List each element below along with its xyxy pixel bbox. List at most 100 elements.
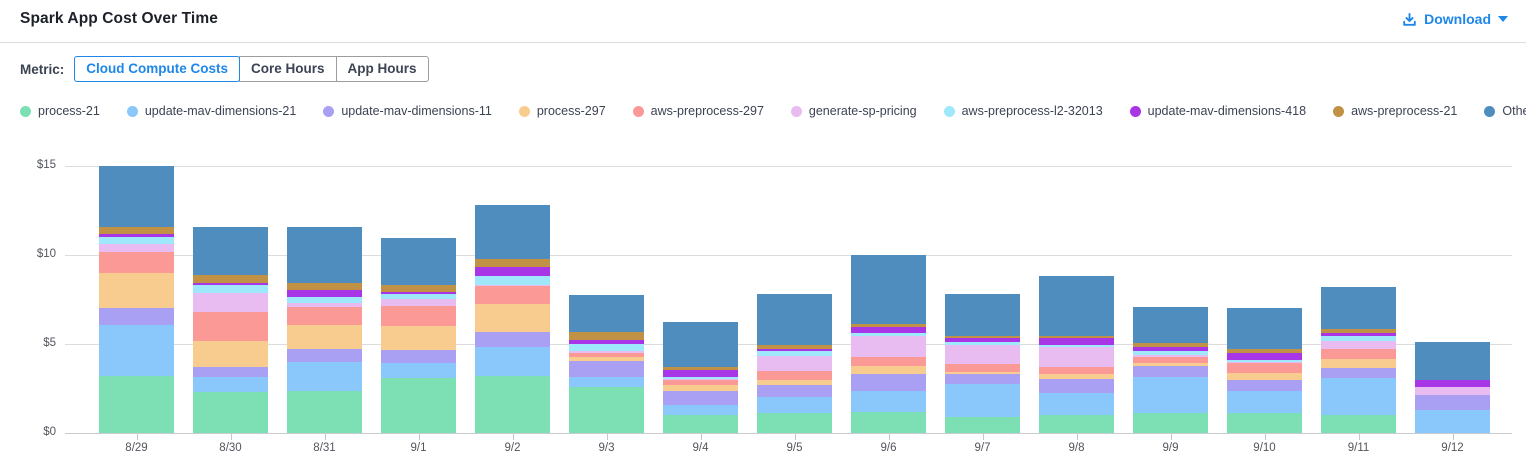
bar-segment-aws-preprocess-l2-32013-9-1[interactable] xyxy=(381,293,456,299)
bar-segment-generate-sp-pricing-9-12[interactable] xyxy=(1415,387,1490,396)
legend-item-generate-sp-pricing[interactable]: generate-sp-pricing xyxy=(790,104,917,118)
bar-segment-update-mav-dimensions-11-9-5[interactable] xyxy=(757,384,832,397)
bar-segment-aws-preprocess-297-9-1[interactable] xyxy=(381,305,456,326)
bar-segment-update-mav-dimensions-418-8-30[interactable] xyxy=(193,282,268,286)
bar-segment-aws-preprocess-297-8-29[interactable] xyxy=(99,252,174,274)
bar-segment-aws-preprocess-21-9-2[interactable] xyxy=(475,259,550,268)
bar-segment-process-297-9-8[interactable] xyxy=(1039,374,1114,380)
bar-segment-aws-preprocess-21-9-1[interactable] xyxy=(381,285,456,292)
bar-segment-other-9-1[interactable] xyxy=(381,237,456,286)
legend-item-other[interactable]: Other xyxy=(1484,104,1526,118)
bar-segment-aws-preprocess-297-9-11[interactable] xyxy=(1321,349,1396,360)
legend-item-process-297[interactable]: process-297 xyxy=(518,104,606,118)
bar-segment-aws-preprocess-21-9-8[interactable] xyxy=(1039,335,1114,339)
bar-segment-generate-sp-pricing-8-29[interactable] xyxy=(99,243,174,253)
bar-segment-aws-preprocess-297-9-6[interactable] xyxy=(851,357,926,367)
bar-segment-aws-preprocess-297-9-7[interactable] xyxy=(945,363,1020,372)
bar-segment-update-mav-dimensions-11-9-8[interactable] xyxy=(1039,379,1114,394)
bar-segment-generate-sp-pricing-9-8[interactable] xyxy=(1039,347,1114,367)
legend-item-update-mav-dimensions-21[interactable]: update-mav-dimensions-21 xyxy=(126,104,296,118)
bar-segment-other-8-30[interactable] xyxy=(193,226,268,275)
bar-segment-aws-preprocess-l2-32013-8-29[interactable] xyxy=(99,236,174,244)
bar-segment-process-21-9-1[interactable] xyxy=(381,378,456,433)
bar-segment-update-mav-dimensions-418-9-12[interactable] xyxy=(1415,379,1490,388)
bar-segment-aws-preprocess-21-9-11[interactable] xyxy=(1321,329,1396,334)
bar-segment-aws-preprocess-297-9-5[interactable] xyxy=(757,370,832,380)
bar-segment-aws-preprocess-21-9-5[interactable] xyxy=(757,345,832,349)
bar-segment-generate-sp-pricing-9-11[interactable] xyxy=(1321,340,1396,350)
bar-segment-process-297-8-30[interactable] xyxy=(193,340,268,367)
bar-segment-update-mav-dimensions-21-9-10[interactable] xyxy=(1227,390,1302,413)
bar-segment-aws-preprocess-21-8-29[interactable] xyxy=(99,227,174,235)
bar-segment-update-mav-dimensions-21-8-29[interactable] xyxy=(99,324,174,377)
bar-segment-other-9-5[interactable] xyxy=(757,294,832,346)
bar-segment-aws-preprocess-297-9-8[interactable] xyxy=(1039,366,1114,375)
bar-segment-update-mav-dimensions-418-9-1[interactable] xyxy=(381,291,456,294)
bar-segment-update-mav-dimensions-418-8-29[interactable] xyxy=(99,234,174,237)
bar-segment-update-mav-dimensions-11-9-7[interactable] xyxy=(945,374,1020,385)
bar-segment-aws-preprocess-297-8-30[interactable] xyxy=(193,312,268,341)
bar-segment-aws-preprocess-l2-32013-9-9[interactable] xyxy=(1133,350,1208,356)
bar-segment-process-21-9-5[interactable] xyxy=(757,412,832,433)
bar-segment-aws-preprocess-l2-32013-9-8[interactable] xyxy=(1039,345,1114,348)
bar-segment-update-mav-dimensions-11-8-31[interactable] xyxy=(287,348,362,363)
bar-segment-generate-sp-pricing-9-4[interactable] xyxy=(663,378,738,380)
bar-segment-process-21-9-10[interactable] xyxy=(1227,412,1302,433)
bar-segment-update-mav-dimensions-11-9-12[interactable] xyxy=(1415,395,1490,411)
bar-segment-update-mav-dimensions-418-9-2[interactable] xyxy=(475,267,550,276)
bar-segment-process-21-9-4[interactable] xyxy=(663,415,738,433)
bar-segment-update-mav-dimensions-418-9-11[interactable] xyxy=(1321,333,1396,336)
bar-segment-other-9-8[interactable] xyxy=(1039,276,1114,336)
bar-segment-generate-sp-pricing-8-31[interactable] xyxy=(287,302,362,307)
bar-segment-aws-preprocess-l2-32013-9-6[interactable] xyxy=(851,333,926,337)
bar-segment-generate-sp-pricing-9-1[interactable] xyxy=(381,298,456,306)
bar-segment-update-mav-dimensions-418-9-3[interactable] xyxy=(569,339,644,344)
bar-segment-update-mav-dimensions-21-9-5[interactable] xyxy=(757,396,832,413)
bar-segment-update-mav-dimensions-11-8-30[interactable] xyxy=(193,366,268,377)
bar-segment-process-297-9-9[interactable] xyxy=(1133,362,1208,367)
bar-segment-update-mav-dimensions-21-9-3[interactable] xyxy=(569,376,644,388)
bar-segment-generate-sp-pricing-9-9[interactable] xyxy=(1133,355,1208,357)
bar-segment-aws-preprocess-297-9-4[interactable] xyxy=(663,379,738,385)
legend-item-aws-preprocess-21[interactable]: aws-preprocess-21 xyxy=(1333,104,1457,118)
bar-segment-other-9-2[interactable] xyxy=(475,205,550,260)
bar-segment-other-9-4[interactable] xyxy=(663,321,738,368)
bar-segment-update-mav-dimensions-11-9-9[interactable] xyxy=(1133,366,1208,377)
bar-segment-update-mav-dimensions-21-9-7[interactable] xyxy=(945,384,1020,417)
bar-segment-generate-sp-pricing-9-7[interactable] xyxy=(945,345,1020,364)
bar-segment-update-mav-dimensions-418-9-7[interactable] xyxy=(945,338,1020,342)
bar-segment-process-21-9-6[interactable] xyxy=(851,411,926,433)
bar-segment-process-297-9-1[interactable] xyxy=(381,326,456,351)
legend-item-update-mav-dimensions-11[interactable]: update-mav-dimensions-11 xyxy=(323,104,492,118)
bar-segment-other-8-31[interactable] xyxy=(287,227,362,283)
bar-segment-update-mav-dimensions-11-9-4[interactable] xyxy=(663,390,738,406)
metric-tab-app-hours[interactable]: App Hours xyxy=(335,56,429,82)
bar-segment-process-297-8-29[interactable] xyxy=(99,273,174,309)
bar-segment-generate-sp-pricing-8-30[interactable] xyxy=(193,293,268,313)
bar-segment-other-9-12[interactable] xyxy=(1415,342,1490,380)
bar-segment-update-mav-dimensions-21-8-30[interactable] xyxy=(193,376,268,393)
bar-segment-update-mav-dimensions-418-8-31[interactable] xyxy=(287,289,362,297)
bar-segment-aws-preprocess-l2-32013-9-7[interactable] xyxy=(945,341,1020,346)
bar-segment-update-mav-dimensions-21-8-31[interactable] xyxy=(287,362,362,391)
bar-segment-generate-sp-pricing-9-6[interactable] xyxy=(851,336,926,358)
bar-segment-aws-preprocess-297-9-10[interactable] xyxy=(1227,363,1302,373)
bar-segment-aws-preprocess-l2-32013-8-31[interactable] xyxy=(287,296,362,303)
bar-segment-update-mav-dimensions-21-9-2[interactable] xyxy=(475,347,550,377)
bar-segment-aws-preprocess-l2-32013-9-3[interactable] xyxy=(569,343,644,352)
bar-segment-aws-preprocess-l2-32013-9-2[interactable] xyxy=(475,275,550,286)
bar-segment-process-21-9-7[interactable] xyxy=(945,416,1020,433)
legend-item-aws-preprocess-297[interactable]: aws-preprocess-297 xyxy=(632,104,764,118)
bar-segment-update-mav-dimensions-11-9-10[interactable] xyxy=(1227,379,1302,391)
bar-segment-process-21-8-30[interactable] xyxy=(193,392,268,433)
bar-segment-process-21-9-2[interactable] xyxy=(475,376,550,433)
bar-segment-aws-preprocess-21-9-3[interactable] xyxy=(569,331,644,340)
bar-segment-aws-preprocess-l2-32013-9-5[interactable] xyxy=(757,351,832,357)
bar-segment-other-9-3[interactable] xyxy=(569,294,644,332)
bar-segment-aws-preprocess-21-8-30[interactable] xyxy=(193,274,268,283)
bar-segment-aws-preprocess-297-9-9[interactable] xyxy=(1133,356,1208,363)
legend-item-aws-preprocess-l2-32013[interactable]: aws-preprocess-l2-32013 xyxy=(943,104,1103,118)
bar-segment-other-9-11[interactable] xyxy=(1321,286,1396,330)
bar-segment-update-mav-dimensions-21-9-6[interactable] xyxy=(851,390,926,412)
bar-segment-process-297-9-11[interactable] xyxy=(1321,359,1396,369)
